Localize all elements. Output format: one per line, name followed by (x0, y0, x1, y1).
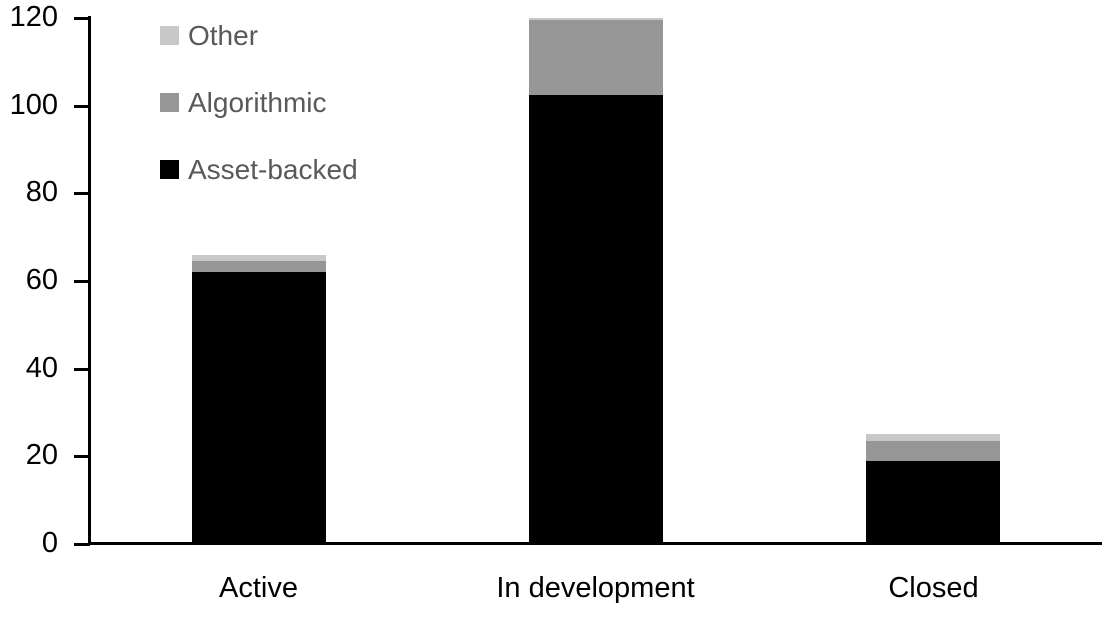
x-category-label: In development (496, 572, 695, 604)
y-tick-label: 60 (25, 264, 58, 296)
bar-active (192, 0, 326, 544)
bar-segment-asset-backed (529, 95, 663, 544)
bar-segment-other (866, 434, 1000, 441)
legend-label: Other (188, 19, 259, 51)
y-tick-label: 40 (25, 352, 58, 384)
y-tick-mark (74, 17, 90, 20)
bar-segment-algorithmic (192, 261, 326, 272)
bar-segment-asset-backed (192, 272, 326, 544)
bar-segment-other (192, 255, 326, 261)
bar-segment-asset-backed (866, 461, 1000, 544)
legend-item-asset-backed: Asset-backed (160, 153, 358, 185)
y-tick-label: 80 (25, 176, 58, 208)
bar-segment-other (529, 18, 663, 20)
y-tick-mark (74, 543, 90, 546)
legend-item-other: Other (160, 19, 358, 51)
legend: Other Algorithmic Asset-backed (160, 19, 358, 222)
y-tick-mark (74, 368, 90, 371)
y-tick-label: 20 (25, 439, 58, 471)
bar-closed (866, 0, 1000, 544)
bar-segment-algorithmic (866, 441, 1000, 461)
legend-marker-icon (160, 160, 179, 179)
x-category-label: Closed (888, 572, 979, 604)
y-tick-mark (74, 105, 90, 108)
y-tick-mark (74, 192, 90, 195)
legend-item-algorithmic: Algorithmic (160, 86, 358, 118)
y-tick-label: 100 (9, 89, 58, 121)
legend-marker-icon (160, 26, 179, 45)
y-tick-mark (74, 280, 90, 283)
y-tick-label: 120 (9, 1, 58, 33)
bar-in-development (529, 0, 663, 544)
legend-label: Algorithmic (188, 86, 327, 118)
y-tick-mark (74, 455, 90, 458)
y-tick-label: 0 (41, 527, 58, 559)
legend-label: Asset-backed (188, 153, 358, 185)
x-category-label: Active (219, 572, 298, 604)
bar-segment-algorithmic (529, 20, 663, 95)
legend-marker-icon (160, 93, 179, 112)
